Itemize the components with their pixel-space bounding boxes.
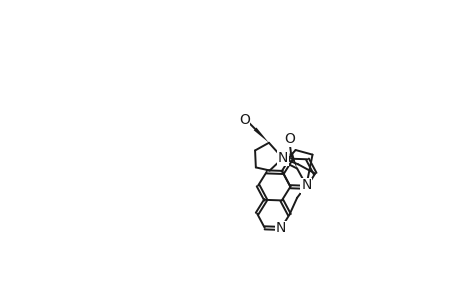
Text: N: N <box>301 180 311 194</box>
Polygon shape <box>253 128 269 143</box>
Text: O: O <box>238 113 249 127</box>
Text: N: N <box>301 178 311 192</box>
Polygon shape <box>289 152 297 169</box>
Text: O: O <box>283 132 294 146</box>
Text: N: N <box>277 151 287 165</box>
Text: N: N <box>275 221 285 236</box>
